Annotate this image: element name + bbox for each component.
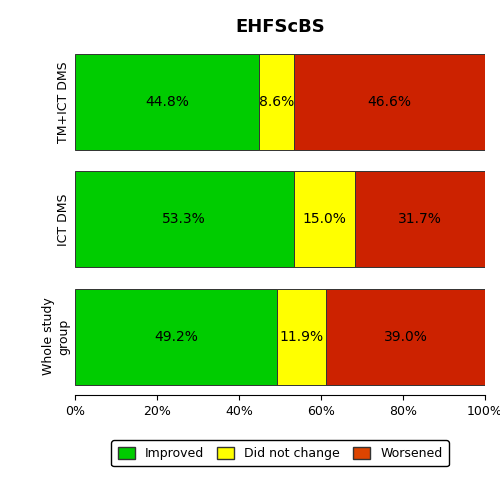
Text: 39.0%: 39.0% [384, 330, 428, 344]
Bar [355, 171, 485, 268]
Bar [294, 54, 485, 150]
Text: 46.6%: 46.6% [368, 95, 412, 109]
Text: 53.3%: 53.3% [162, 212, 206, 227]
Bar [326, 289, 486, 385]
Text: 8.6%: 8.6% [258, 95, 294, 109]
Bar [276, 289, 326, 385]
Bar [75, 54, 258, 150]
Text: 49.2%: 49.2% [154, 330, 198, 344]
Legend: Improved, Did not change, Worsened: Improved, Did not change, Worsened [112, 440, 448, 467]
Bar [294, 171, 355, 268]
Text: 44.8%: 44.8% [145, 95, 189, 109]
Bar [258, 54, 294, 150]
Text: 31.7%: 31.7% [398, 212, 442, 227]
Text: 15.0%: 15.0% [302, 212, 346, 227]
Title: EHFScBS: EHFScBS [235, 18, 325, 36]
Bar [75, 171, 294, 268]
Bar [75, 289, 276, 385]
Text: 11.9%: 11.9% [279, 330, 323, 344]
